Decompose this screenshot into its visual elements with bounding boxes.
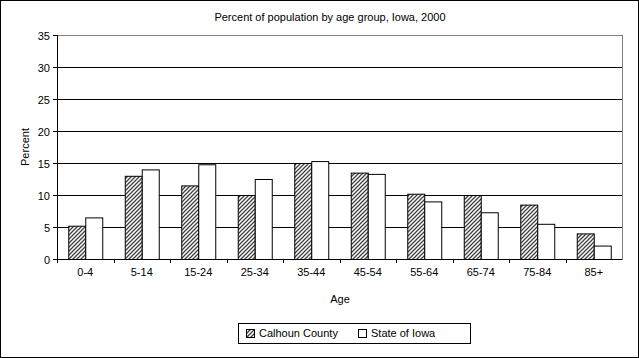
bar: [425, 202, 442, 259]
title: Percent of population by age group, Iowa…: [214, 11, 445, 23]
tick-mark: [53, 227, 57, 228]
category-label: 0-4: [77, 266, 93, 278]
category-label: 65-74: [467, 266, 495, 278]
bar: [594, 246, 611, 259]
x-axis-line: [57, 259, 622, 260]
x-tick-mark: [340, 259, 341, 263]
legend: Calhoun County State of Iowa: [239, 324, 471, 344]
category-label: 85+: [584, 266, 603, 278]
bar: [295, 164, 312, 260]
x-axis-label: Age: [330, 293, 350, 305]
bar: [238, 196, 255, 260]
y-axis-label: Percent: [19, 128, 31, 166]
bar: [481, 213, 498, 259]
legend-box: [239, 324, 471, 344]
category-label: 45-54: [354, 266, 382, 278]
tick-mark: [53, 195, 57, 196]
bar: [312, 162, 329, 259]
bar: [86, 218, 103, 259]
x-tick-mark: [114, 259, 115, 263]
bar: [125, 176, 142, 259]
x-tick-mark: [396, 259, 397, 263]
legend-swatch: [247, 330, 255, 338]
bar: [408, 194, 425, 259]
x-tick-mark: [566, 259, 567, 263]
grid-line: [57, 99, 622, 100]
legend-swatch: [359, 330, 367, 338]
bar: [577, 234, 594, 259]
x-tick-mark: [453, 259, 454, 263]
tick-mark: [53, 131, 57, 132]
tick-mark: [53, 67, 57, 68]
category-label: 55-64: [410, 266, 438, 278]
bar: [538, 224, 555, 259]
category-label: 15-24: [184, 266, 212, 278]
chart-border: [1, 1, 639, 358]
category-label: 25-34: [241, 266, 269, 278]
grid-line: [57, 163, 622, 164]
category-label: 35-44: [297, 266, 325, 278]
tick-mark: [53, 35, 57, 36]
tick-label: 15: [38, 158, 50, 170]
bar: [199, 165, 216, 259]
x-tick-mark: [283, 259, 284, 263]
x-tick-mark: [509, 259, 510, 263]
legend-label: Calhoun County: [259, 327, 338, 339]
y-axis-line: [57, 35, 58, 259]
tick-mark: [53, 99, 57, 100]
tick-label: 35: [38, 30, 50, 42]
tick-label: 30: [38, 62, 50, 74]
x-tick-mark: [57, 259, 58, 263]
bar: [182, 186, 199, 259]
bar: [464, 196, 481, 260]
grid-line: [57, 67, 622, 68]
bar: [255, 180, 272, 260]
bar: [69, 226, 86, 259]
tick-label: 25: [38, 94, 50, 106]
category-label: 5-14: [131, 266, 153, 278]
tick-mark: [53, 259, 57, 260]
bar: [368, 174, 385, 259]
bar: [351, 173, 368, 259]
grid-line: [57, 131, 622, 132]
grid-line: [57, 259, 622, 260]
tick-mark: [53, 163, 57, 164]
category-label: 75-84: [523, 266, 551, 278]
bar: [521, 205, 538, 259]
bars: [69, 162, 612, 259]
x-tick-mark: [170, 259, 171, 263]
plot-frame: [58, 36, 623, 260]
x-tick-mark: [227, 259, 228, 263]
bar: [142, 170, 159, 259]
tick-label: 5: [44, 222, 50, 234]
chart: Percent of population by age group, Iowa…: [0, 0, 639, 358]
tick-label: 10: [38, 190, 50, 202]
legend-label: State of Iowa: [371, 327, 436, 339]
tick-label: 20: [38, 126, 50, 138]
tick-label: 0: [44, 254, 50, 266]
